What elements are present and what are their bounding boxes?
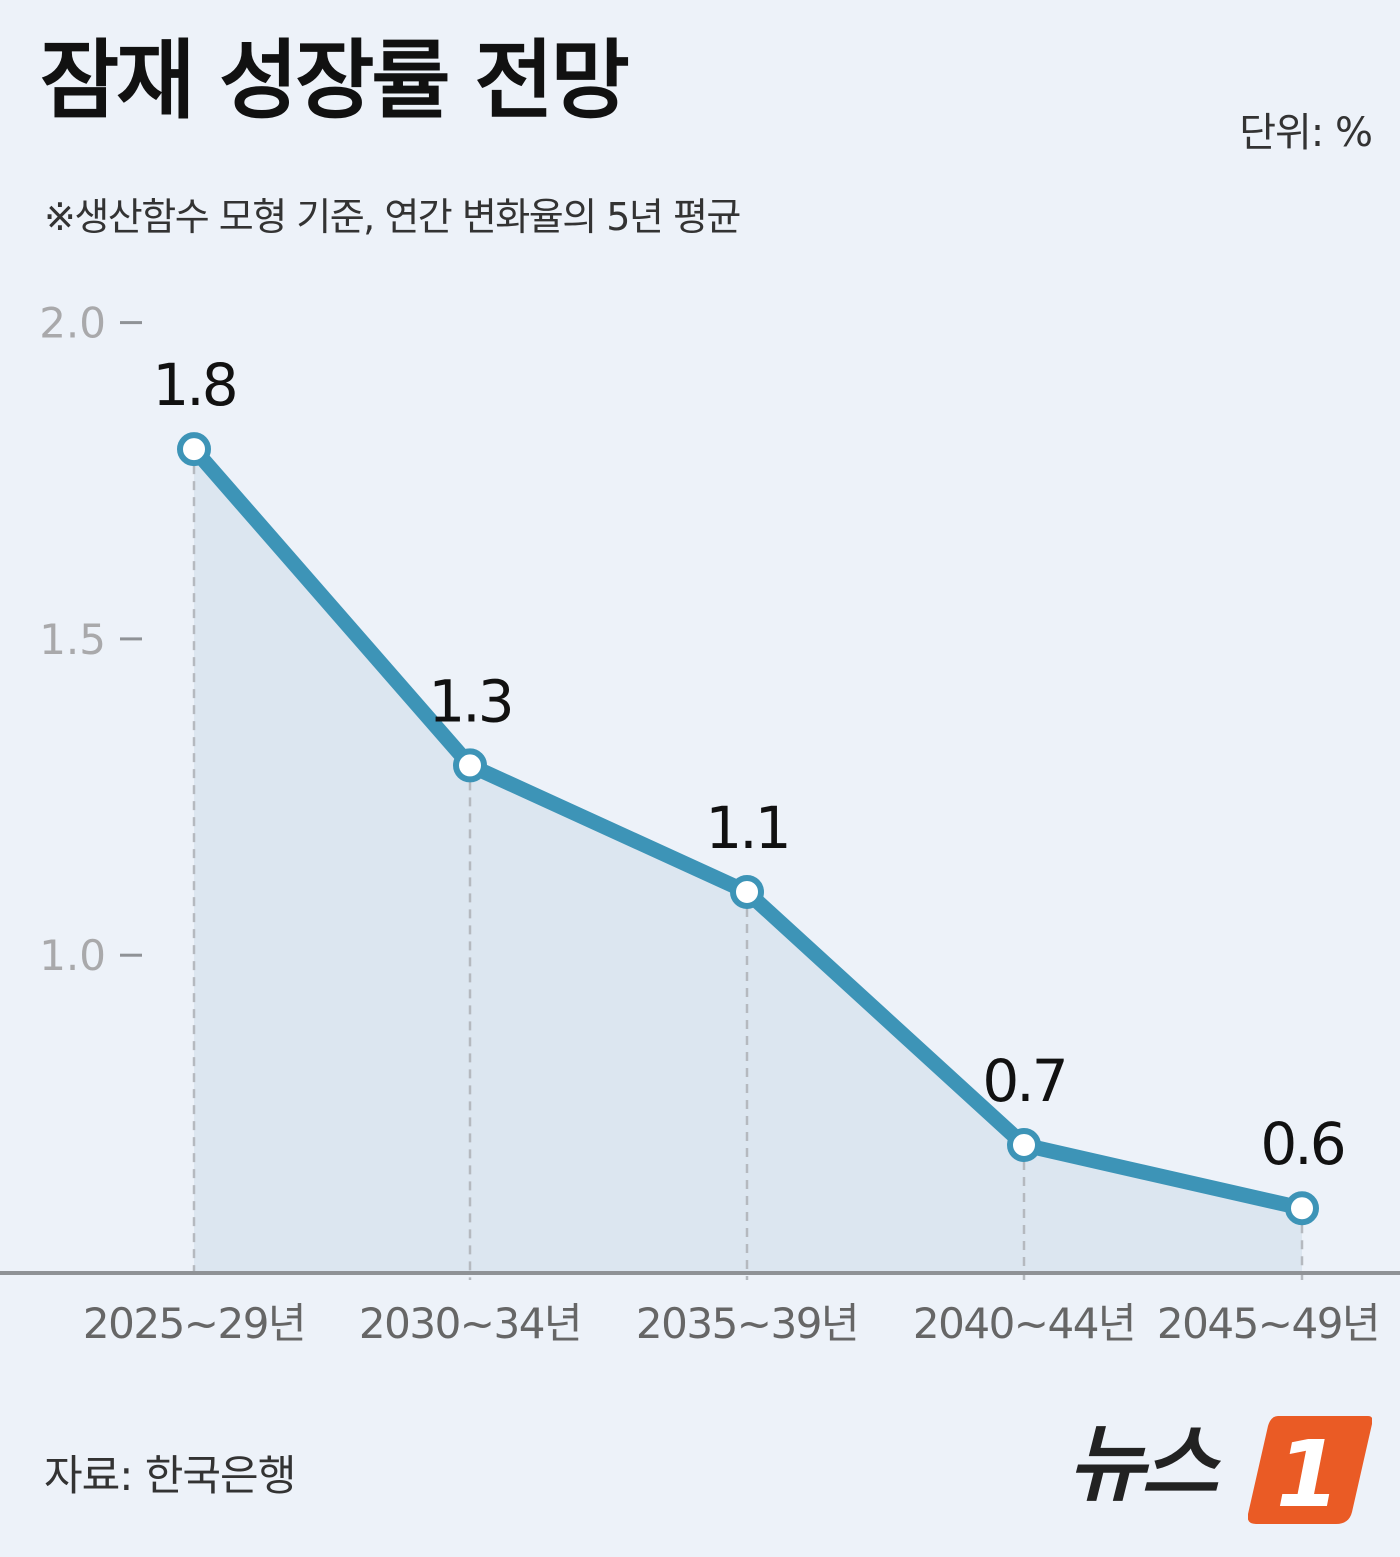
source-note: 자료: 한국은행 <box>44 1451 296 1500</box>
logo-mark-text: 1 <box>1276 1421 1340 1524</box>
data-point <box>453 748 487 783</box>
data-label: 1.1 <box>705 794 788 862</box>
logo-text: 뉴스 <box>1068 1415 1219 1513</box>
x-tick-label: 2035~39년 <box>636 1299 858 1348</box>
data-point <box>1007 1127 1041 1162</box>
data-label: 1.8 <box>152 351 235 419</box>
x-tick-label: 2025~29년 <box>83 1299 305 1348</box>
logo-mark-icon: 1 <box>1248 1416 1372 1524</box>
y-tick-mark <box>120 637 142 641</box>
y-tick-label: 2.0 <box>39 299 106 348</box>
data-point <box>1285 1191 1319 1226</box>
news1-logo: 뉴스 1 <box>1068 1412 1378 1532</box>
data-label: 0.6 <box>1260 1110 1343 1178</box>
data-label: 0.7 <box>982 1047 1065 1115</box>
unit-label: 단위: % <box>1239 110 1373 156</box>
chart-area-fill <box>194 449 1302 1273</box>
data-point <box>730 874 764 909</box>
y-tick-mark <box>120 321 142 325</box>
data-label: 1.3 <box>428 667 511 735</box>
y-tick-label: 1.5 <box>39 615 106 664</box>
y-tick-mark <box>120 953 142 957</box>
chart-title: 잠재 성장률 전망 <box>40 31 630 131</box>
data-point <box>177 432 211 467</box>
x-tick-label: 2040~44년 <box>913 1299 1135 1348</box>
x-tick-label: 2030~34년 <box>359 1299 581 1348</box>
x-axis-line <box>0 1271 1400 1275</box>
chart-subtitle: ※생산함수 모형 기준, 연간 변화율의 5년 평균 <box>44 195 741 239</box>
y-tick-label: 1.0 <box>39 931 106 980</box>
x-tick-label: 2045~49년 <box>1157 1299 1379 1348</box>
